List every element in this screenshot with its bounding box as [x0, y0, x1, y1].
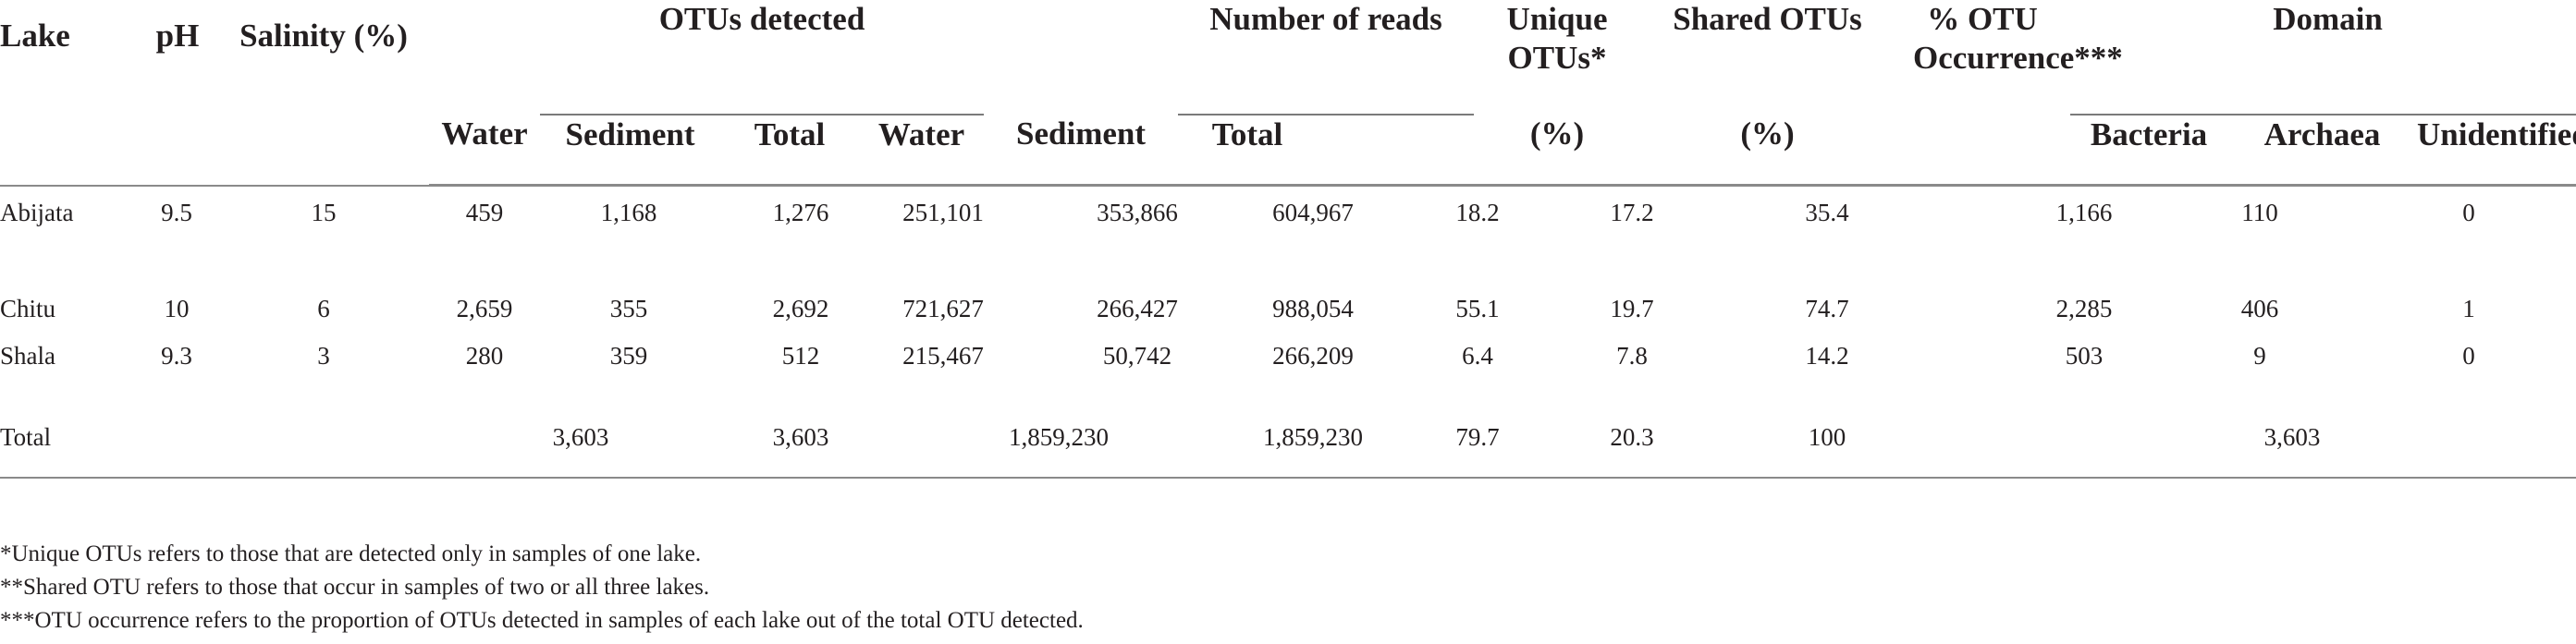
cell-bacteria: 2,285	[2055, 295, 2113, 322]
subheader-otu-total: Total	[720, 115, 859, 186]
cell-salinity: 15	[311, 199, 337, 226]
cell-otu-sediment: 359	[609, 342, 648, 370]
col-header-otu-occurrence: % OTU Occurrence***	[1913, 1, 2123, 76]
cell-shared: 19.7	[1610, 295, 1654, 322]
cell-otu-total: 1,276	[772, 199, 829, 226]
data-table: Lake pH Salinity (%) OTUs detected Numbe…	[0, 0, 2576, 186]
cell-unidentified: 1	[2462, 295, 2475, 322]
cell-archaea: 406	[2240, 295, 2279, 322]
cell-bacteria: 1,166	[2055, 199, 2113, 226]
subheader-unique-pct: (%)	[1474, 115, 1641, 186]
cell-bacteria: 503	[2065, 342, 2104, 370]
col-header-unique-otus: Unique OTUs*	[1506, 1, 1608, 76]
subheader-archaea: Archaea	[2227, 115, 2418, 186]
cell-reads-total: 604,967	[1272, 199, 1354, 226]
footnote: *Unique OTUs refers to those that are de…	[0, 541, 702, 566]
cell-ph: 10	[164, 295, 190, 322]
table-row: Shala 9.3 3 280 359 512 215,467 50,742 2…	[0, 341, 2576, 372]
subheader-shared-pct: (%)	[1640, 115, 1895, 186]
subheader-otu-water: Water	[429, 115, 540, 186]
cell-reads-water: 215,467	[902, 342, 984, 370]
table-row: Abijata 9.5 15 459 1,168 1,276 251,101 3…	[0, 198, 2576, 229]
subheader-reads-total-2	[1317, 115, 1475, 186]
cell-reads-sediment: 266,427	[1097, 295, 1178, 322]
cell-shared: 20.3	[1610, 423, 1654, 451]
cell-unidentified: 0	[2462, 342, 2475, 370]
col-spacer	[429, 0, 540, 115]
cell-reads-total: 266,209	[1272, 342, 1354, 370]
table-body: Abijata 9.5 15 459 1,168 1,276 251,101 3…	[0, 185, 2576, 479]
cell-reads-total: 1,859,230	[1263, 423, 1363, 451]
cell-unique: 6.4	[1462, 342, 1493, 370]
cell-otu-total: 2,692	[772, 295, 829, 322]
cell-ph: 9.3	[161, 342, 192, 370]
cell-ph: 9.5	[161, 199, 192, 226]
cell-otu-water: 280	[465, 342, 504, 370]
subheader-reads-water: Water	[859, 115, 984, 186]
cell-lake: Abijata	[0, 199, 74, 226]
footnotes: *Unique OTUs refers to those that are de…	[0, 538, 1084, 638]
table-row: Chitu 10 6 2,659 355 2,692 721,627 266,4…	[0, 294, 2576, 325]
footnote: **Shared OTU refers to those that occur …	[0, 575, 710, 600]
cell-unique: 55.1	[1455, 295, 1500, 322]
col-header-shared-otus: Shared OTUs	[1673, 1, 1862, 37]
cell-reads-sediment: 353,866	[1097, 199, 1178, 226]
subheader-reads-total: Total	[1178, 115, 1317, 186]
subheader-otu-sediment: Sediment	[540, 115, 720, 186]
col-header-ph: pH	[155, 18, 200, 54]
col-header-otus-detected: OTUs detected	[540, 0, 984, 115]
col-spacer	[984, 0, 1178, 115]
table-row-total: Total 3,603 3,603 1,859,230 1,859,230 79…	[0, 422, 2576, 454]
cell-unique: 18.2	[1455, 199, 1500, 226]
cell-unique: 79.7	[1455, 423, 1500, 451]
cell-reads-water: 721,627	[902, 295, 984, 322]
cell-occurrence: 74.7	[1805, 295, 1849, 322]
cell-lake: Chitu	[0, 295, 56, 322]
cell-reads-sediment: 50,742	[1102, 342, 1172, 370]
cell-reads-water: 251,101	[902, 199, 984, 226]
cell-reads-total: 988,054	[1272, 295, 1354, 322]
cell-otu-total: 512	[781, 342, 820, 370]
cell-unidentified: 0	[2462, 199, 2475, 226]
cell-otu-water: 459	[465, 199, 504, 226]
cell-reads-combined: 1,859,230	[1009, 423, 1109, 451]
cell-occurrence: 100	[1808, 423, 1846, 451]
cell-otu-water: 2,659	[456, 295, 513, 322]
cell-occurrence: 14.2	[1805, 342, 1849, 370]
col-header-salinity: Salinity (%)	[239, 18, 408, 54]
cell-archaea: 9	[2253, 342, 2266, 370]
cell-domain-total: 3,603	[2263, 423, 2321, 451]
subheader-reads-sediment: Sediment	[984, 115, 1178, 186]
cell-otu-sediment: 355	[609, 295, 648, 322]
cell-shared: 7.8	[1616, 342, 1648, 370]
col-header-lake: Lake	[0, 18, 70, 54]
cell-otu-sediment: 1,168	[600, 199, 657, 226]
cell-otu-combined: 3,603	[552, 423, 609, 451]
col-header-number-of-reads: Number of reads	[1178, 0, 1475, 115]
cell-salinity: 6	[317, 295, 330, 322]
cell-otu-total: 3,603	[772, 423, 829, 451]
subheader-bacteria: Bacteria	[2070, 115, 2228, 186]
cell-occurrence: 35.4	[1805, 199, 1849, 226]
cell-lake: Total	[0, 423, 52, 451]
col-header-domain: Domain	[2070, 0, 2576, 115]
cell-archaea: 110	[2241, 199, 2278, 226]
cell-lake: Shala	[0, 342, 55, 370]
subheader-occurrence	[1895, 115, 2071, 186]
subheader-unidentified: Unidentified	[2417, 115, 2576, 186]
footnote: ***OTU occurrence refers to the proporti…	[0, 608, 1084, 633]
cell-salinity: 3	[317, 342, 330, 370]
cell-shared: 17.2	[1610, 199, 1654, 226]
